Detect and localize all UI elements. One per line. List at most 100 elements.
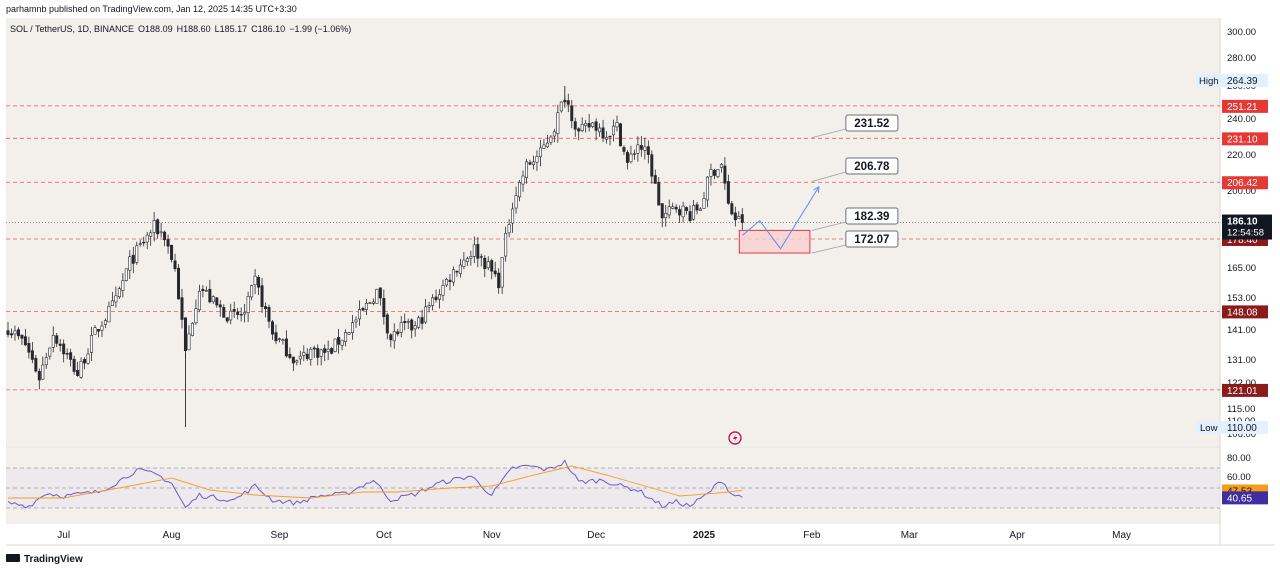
- candle-down: [20, 334, 24, 339]
- candle-down: [180, 297, 184, 320]
- ohlc-change: −1.99 (−1.06%): [289, 24, 351, 34]
- candle-up: [504, 233, 508, 257]
- candle-up: [417, 317, 421, 328]
- candle-up: [211, 296, 215, 303]
- candle-down: [288, 353, 292, 358]
- rsi-layer: 80.00 60.00: [6, 453, 1251, 509]
- candle-up: [521, 175, 525, 185]
- price-tick-label: 300.00: [1227, 27, 1256, 38]
- candle-up: [371, 301, 375, 304]
- candle-up: [444, 279, 448, 286]
- candle-down: [730, 203, 734, 215]
- candle-up: [114, 295, 118, 303]
- candle-up: [559, 101, 563, 112]
- candle-down: [330, 348, 334, 354]
- candle-up: [486, 261, 490, 269]
- candle-up: [431, 297, 435, 306]
- candle-down: [608, 135, 612, 138]
- candle-down: [312, 347, 316, 350]
- replay-icon-bolt: [733, 434, 738, 442]
- candle-down: [618, 123, 622, 147]
- price-tick-label: 165.00: [1227, 263, 1256, 274]
- candle-up: [138, 243, 142, 245]
- ohlc-close: C186.10: [251, 24, 285, 34]
- replay-icon[interactable]: [728, 431, 742, 445]
- candle-up: [149, 232, 153, 237]
- candle-up: [451, 269, 455, 283]
- annotation-label: 172.07: [854, 234, 889, 246]
- candle-down: [594, 121, 598, 131]
- candle-up: [514, 195, 518, 209]
- candle-down: [577, 128, 581, 132]
- candle-up: [615, 121, 619, 128]
- ohlc-low: L185.17: [215, 24, 248, 34]
- candle-up: [705, 176, 709, 201]
- current-price-badge-bg: [1222, 214, 1272, 240]
- candle-up: [79, 361, 83, 378]
- candle-down: [674, 206, 678, 210]
- candle-up: [309, 348, 313, 360]
- price-tick-label: 220.00: [1227, 150, 1256, 161]
- candle-up: [375, 288, 379, 304]
- candle-down: [497, 272, 501, 289]
- candle-up: [716, 169, 720, 177]
- price-tick-label: 115.00: [1227, 404, 1255, 415]
- candle-up: [357, 309, 361, 320]
- annotation-pointer: [811, 171, 846, 182]
- candle-down: [646, 146, 650, 155]
- candle-down: [660, 203, 664, 219]
- candle-up: [709, 169, 713, 177]
- candle-down: [156, 219, 160, 235]
- rsi-badge: 40.65: [1227, 493, 1252, 504]
- candle-up: [44, 357, 48, 366]
- low-label: Low: [1200, 423, 1218, 434]
- candle-up: [340, 339, 344, 346]
- candle-up: [347, 332, 351, 335]
- candle-up: [128, 256, 132, 271]
- candle-up: [187, 333, 191, 351]
- candle-down: [225, 317, 229, 322]
- time-tick-label: Sep: [271, 530, 289, 541]
- candle-up: [525, 161, 529, 178]
- candle-up: [465, 258, 469, 262]
- candle-down: [183, 317, 187, 352]
- price-tick-label: 131.00: [1227, 355, 1256, 366]
- candle-down: [264, 306, 268, 310]
- projection-layer: [741, 185, 820, 250]
- countdown-badge: 12:54:58: [1227, 228, 1264, 239]
- rsi-ma-line: [8, 465, 743, 499]
- time-tick-label: Jul: [57, 530, 70, 541]
- candle-down: [740, 214, 744, 223]
- candle-down: [96, 329, 100, 332]
- candle-down: [16, 329, 20, 337]
- level-badge-3: 178.40: [1227, 235, 1258, 246]
- candle-up: [281, 339, 285, 342]
- candle-up: [737, 216, 741, 219]
- candle-up: [229, 310, 233, 321]
- candle-down: [448, 279, 452, 282]
- candle-down: [688, 211, 692, 222]
- candle-down: [733, 212, 737, 221]
- candle-up: [194, 308, 198, 324]
- high-badge: 264.39: [1227, 76, 1258, 87]
- candle-down: [396, 331, 400, 335]
- candle-up: [319, 349, 323, 357]
- zone-layer: [738, 229, 811, 254]
- candle-down: [570, 105, 574, 122]
- candle-up: [702, 198, 706, 209]
- candle-up: [253, 275, 257, 286]
- candle-up: [629, 153, 633, 163]
- candle-up: [250, 285, 254, 298]
- candle-up: [145, 234, 149, 243]
- candle-up: [549, 136, 553, 143]
- annotation-box: [845, 207, 899, 225]
- candle-down: [490, 260, 494, 272]
- candle-down: [420, 317, 424, 324]
- tradingview-logo[interactable]: TradingView: [6, 554, 83, 565]
- candle-down: [23, 336, 27, 346]
- candle-down: [236, 311, 240, 315]
- candle-down: [650, 154, 654, 177]
- candle-down: [305, 353, 309, 359]
- candle-up: [643, 146, 647, 151]
- candle-up: [462, 259, 466, 267]
